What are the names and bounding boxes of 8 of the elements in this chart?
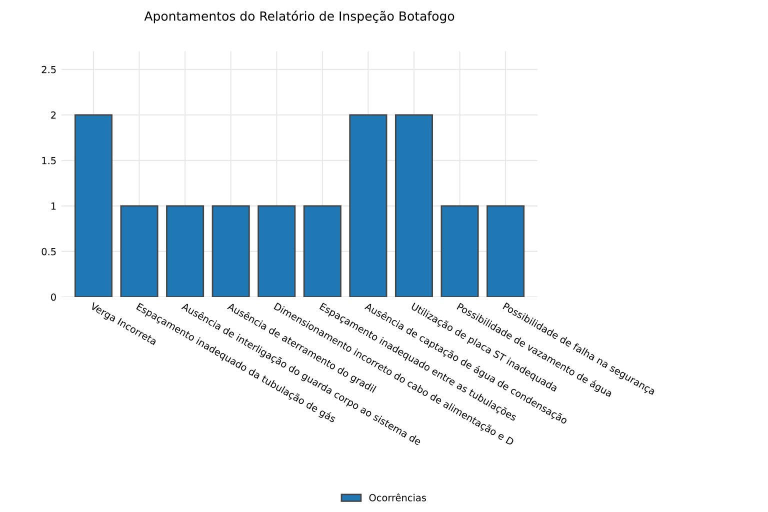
legend-label: Ocorrências (369, 493, 426, 502)
y-tick-label: 2 (51, 111, 56, 119)
y-tick-label: 1.5 (42, 157, 56, 164)
y-tick-label: 2.5 (42, 66, 56, 74)
y-tick-label: 0 (51, 293, 56, 301)
chart-title: Apontamentos do Relatório de Inspeção Botafogo (144, 10, 454, 24)
y-tick-label: 0.5 (42, 248, 56, 256)
y-tick-label: 1 (51, 202, 56, 210)
